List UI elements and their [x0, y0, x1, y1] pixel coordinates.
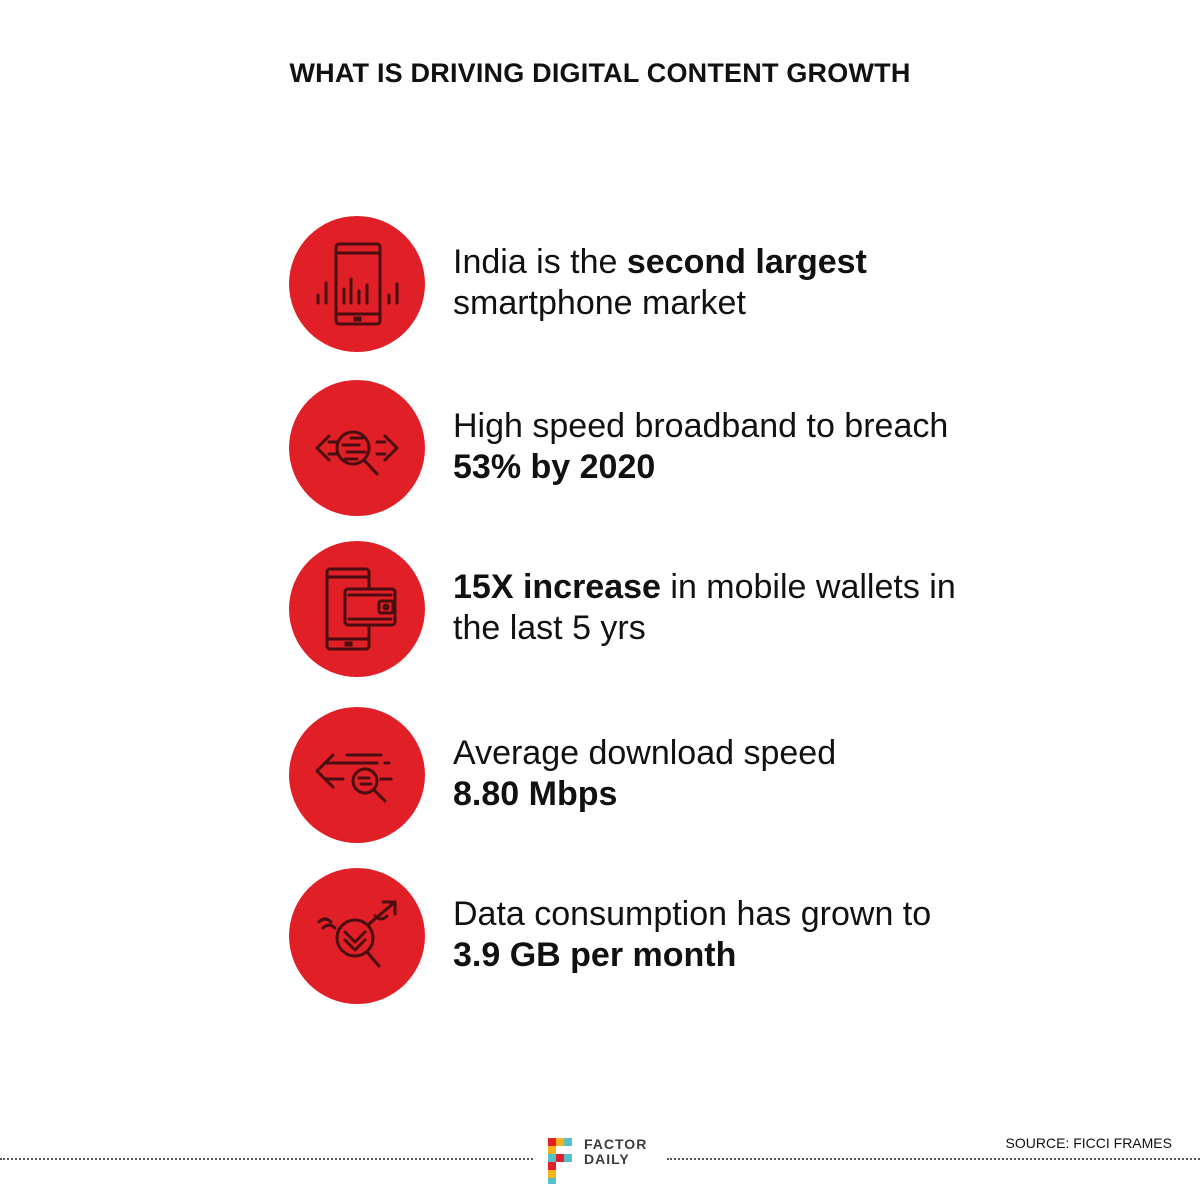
logo-line1: FACTOR	[584, 1136, 648, 1152]
factordaily-logo-icon	[548, 1138, 572, 1184]
fact-text-line2: the last 5 yrs	[453, 609, 646, 647]
download-search-icon	[289, 707, 425, 843]
fact-text: Data consumption has grown to	[453, 895, 932, 933]
footer-divider-left	[0, 1158, 533, 1160]
mobile-wallet-icon	[289, 541, 425, 677]
fact-smartphone-market: India is the second largest smartphone m…	[289, 216, 989, 352]
fact-download-speed: Average download speed 8.80 Mbps	[289, 707, 989, 843]
smartphone-signal-icon	[289, 216, 425, 352]
fact-text: High speed broadband to breach	[453, 407, 949, 445]
fact-highlight: 15X increase	[453, 568, 661, 606]
fact-highlight: 53% by 2020	[453, 448, 656, 486]
footer-divider-right	[667, 1158, 1200, 1160]
infographic-title: WHAT IS DRIVING DIGITAL CONTENT GROWTH	[289, 58, 911, 88]
fact-highlight: 8.80 Mbps	[453, 775, 618, 813]
fact-text: India is the	[453, 243, 627, 281]
data-growth-icon	[289, 868, 425, 1004]
fact-mobile-wallets: 15X increase in mobile wallets in the la…	[289, 541, 989, 677]
search-data-arrows-icon	[289, 380, 425, 516]
factordaily-logo-text: FACTOR DAILY	[584, 1137, 647, 1167]
fact-text: Average download speed	[453, 734, 837, 772]
fact-broadband: High speed broadband to breach 53% by 20…	[289, 380, 989, 516]
fact-text-line2: smartphone market	[453, 284, 746, 322]
logo-line2: DAILY	[584, 1151, 630, 1167]
source-credit: SOURCE: FICCI FRAMES	[1005, 1135, 1172, 1151]
fact-text: in mobile wallets in	[660, 568, 956, 606]
fact-data-consumption: Data consumption has grown to 3.9 GB per…	[289, 868, 989, 1004]
fact-highlight: 3.9 GB per month	[453, 936, 737, 974]
fact-highlight: second largest	[626, 243, 867, 281]
